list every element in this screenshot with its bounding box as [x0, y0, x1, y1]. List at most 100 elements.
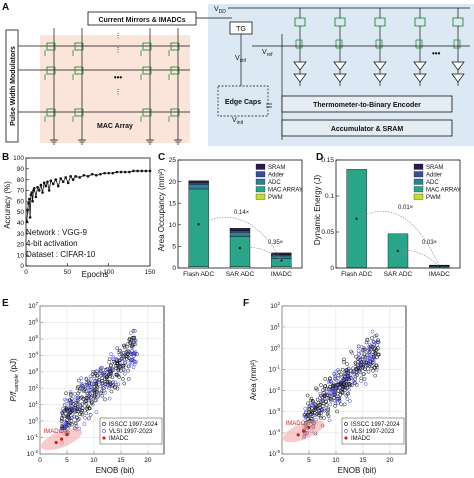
f-vlsi-point	[357, 356, 362, 360]
f-vlsi-point	[356, 348, 361, 353]
e-isscc-point	[88, 395, 93, 400]
e-isscc-point	[91, 369, 96, 374]
buffer-triangle	[293, 73, 307, 83]
e-isscc-point	[88, 412, 93, 417]
b-accuracy-point	[29, 193, 33, 197]
d-legend-label: SRAM	[426, 165, 443, 171]
f-vlsi-point	[327, 418, 332, 423]
edge-caps-box	[217, 85, 269, 117]
f-isscc-point	[328, 376, 332, 381]
b-accuracy-point	[28, 216, 32, 219]
b-accuracy-point	[32, 186, 36, 190]
c-legend-label: PWM	[268, 195, 283, 201]
e-vlsi-point	[107, 386, 111, 390]
e-isscc-point	[62, 424, 67, 429]
b-accuracy-point	[31, 199, 34, 203]
e-vlsi-point	[100, 380, 105, 385]
f-isscc-point	[354, 354, 358, 359]
f-isscc-point	[325, 411, 330, 416]
e-vlsi-point	[120, 356, 125, 361]
c-ytick-label: 15	[169, 200, 177, 207]
vdots: ⋮	[115, 33, 122, 40]
d-ytick-label: 0.1	[325, 193, 334, 200]
panel-letter-d: D	[316, 152, 323, 163]
e-vlsi-point	[85, 394, 90, 399]
f-isscc-point	[340, 367, 345, 372]
f-isscc-point	[316, 409, 321, 413]
e-legend-marker	[102, 429, 106, 433]
f-isscc-point	[328, 384, 332, 389]
b-ytick-label: 0	[20, 263, 24, 270]
e-vlsi-point	[127, 350, 132, 355]
e-isscc-point	[103, 382, 108, 386]
f-vlsi-point	[367, 347, 371, 351]
e-isscc-point	[121, 363, 126, 368]
b-xtick-label: 0	[24, 269, 28, 276]
f-isscc-point	[308, 398, 313, 403]
b-ytick-label: 30	[17, 231, 25, 238]
panel-c: C Area Occupancy (mm²) 0.14× 0.35× 0 5 10 1…	[157, 152, 303, 278]
e-isscc-point	[76, 409, 80, 414]
stage-dots: •••	[432, 49, 441, 58]
nmos-transistor	[415, 39, 423, 49]
e-vlsi-point	[70, 411, 75, 416]
f-isscc-point	[373, 373, 378, 378]
e-isscc-point	[66, 415, 70, 420]
e-vlsi-point	[88, 380, 92, 385]
e-isscc-point	[78, 386, 82, 391]
d-annotation-003: 0.03×	[422, 240, 438, 246]
b-accuracy-point	[69, 175, 72, 178]
e-isscc-point	[116, 366, 121, 371]
e-vlsi-point	[63, 397, 67, 402]
b-accuracy-point	[47, 189, 51, 192]
f-isscc-point	[342, 402, 347, 407]
e-vlsi-point	[79, 376, 84, 381]
e-vlsi-point	[90, 402, 95, 407]
f-isscc-point	[310, 398, 315, 403]
e-imadc-point	[65, 433, 69, 437]
e-vlsi-point	[117, 352, 122, 357]
e-isscc-point	[66, 420, 71, 425]
e-isscc-point	[64, 406, 69, 411]
e-vlsi-point	[88, 374, 93, 379]
e-vlsi-point	[60, 407, 65, 411]
b-accuracy-point	[30, 191, 34, 194]
f-vlsi-point	[364, 355, 369, 359]
c-legend-label: Adder	[268, 173, 284, 179]
f-ytick-label: 100	[270, 343, 280, 352]
f-vlsi-point	[334, 378, 339, 382]
e-vlsi-point	[111, 355, 116, 360]
e-isscc-point	[75, 398, 80, 403]
f-isscc-point	[323, 384, 328, 388]
f-isscc-point	[367, 349, 372, 354]
e-isscc-point	[107, 357, 112, 362]
f-legend-label: ISSCC 1997-2024	[351, 422, 400, 428]
f-vlsi-point	[363, 382, 368, 386]
e-isscc-point	[130, 343, 135, 348]
e-isscc-point	[60, 417, 65, 422]
f-isscc-point	[370, 360, 375, 365]
f-vlsi-point	[311, 401, 316, 406]
f-ytick-label: 10-2	[269, 386, 281, 395]
pwm-box	[5, 29, 19, 143]
e-vlsi-point	[95, 378, 100, 383]
e-isscc-point	[84, 377, 89, 382]
e-vlsi-point	[93, 369, 98, 374]
f-isscc-point	[318, 415, 323, 420]
e-isscc-point	[123, 361, 128, 365]
b-ytick-label: 80	[17, 177, 25, 184]
b-accuracy-point	[46, 180, 49, 184]
e-ytick-label: 102	[28, 383, 38, 392]
b-accuracy-point	[140, 169, 144, 173]
f-isscc-point	[370, 336, 374, 341]
f-isscc-point	[342, 360, 346, 364]
d-bar-marker	[438, 265, 441, 268]
e-isscc-point	[93, 378, 98, 383]
ground-symbol	[174, 139, 182, 145]
e-vlsi-point	[118, 364, 122, 368]
mac-cell	[46, 66, 56, 75]
f-isscc-point	[371, 368, 375, 373]
f-isscc-point	[364, 340, 369, 345]
e-isscc-point	[84, 411, 89, 416]
f-imadc-point	[301, 429, 306, 433]
